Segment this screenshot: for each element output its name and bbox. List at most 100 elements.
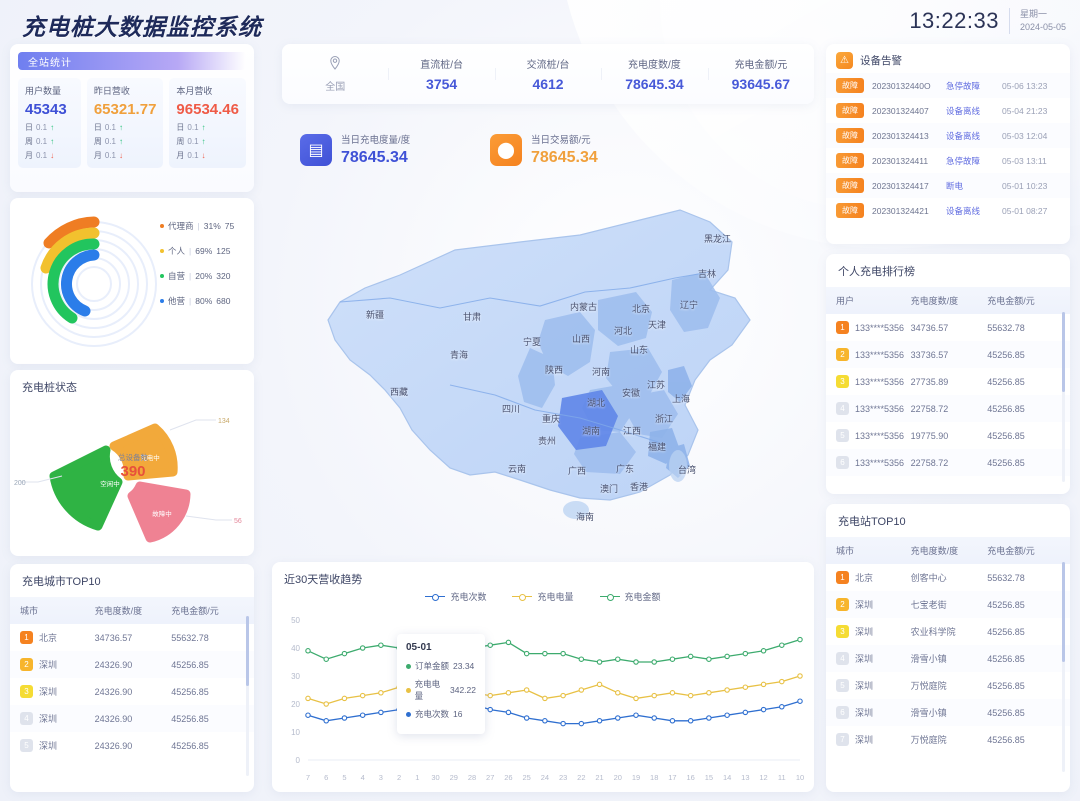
alarm-row[interactable]: 故障 202301324421 设备离线 05-01 08:27 — [826, 198, 1070, 223]
chart-legend-item[interactable]: 充电次数 — [425, 590, 486, 603]
alarm-device-id: 202301324411 — [872, 155, 929, 166]
table-row[interactable]: 4 深圳 24326.90 45256.85 — [10, 705, 254, 732]
map-province-label: 西藏 — [390, 387, 409, 397]
table-row[interactable]: 5 133****5356 19775.90 45256.85 — [826, 422, 1070, 449]
table-row[interactable]: 2 深圳 七宝老街 45256.85 — [826, 591, 1070, 618]
kpi-value: 4612 — [532, 76, 564, 92]
table-row[interactable]: 6 深圳 滑雪小镇 45256.85 — [826, 699, 1070, 726]
stat-trend-value: 0.1 — [36, 151, 48, 160]
svg-text:2: 2 — [397, 773, 401, 782]
table-row[interactable]: 2 133****5356 33736.57 45256.85 — [826, 341, 1070, 368]
legend-name: 个人 — [168, 246, 186, 256]
kpi-label: 交流桩/台 — [526, 60, 570, 71]
chart-legend[interactable]: 充电次数 充电电量 充电金额 — [272, 590, 814, 603]
cell-secondary: 22758.72 — [910, 457, 949, 468]
svg-text:13: 13 — [741, 773, 749, 782]
legend-name: 自营 — [168, 271, 186, 281]
alarm-time: 05-04 21:23 — [1002, 105, 1048, 116]
user-table-header: 用户 充电度数/度 充电金额/元 — [826, 287, 1070, 314]
svg-text:26: 26 — [504, 773, 512, 782]
map-province-label: 吉林 — [698, 269, 717, 279]
svg-text:1: 1 — [415, 773, 419, 782]
cell-primary: 深圳 — [855, 627, 874, 637]
scrollbar-thumb[interactable] — [1062, 312, 1065, 392]
table-row[interactable]: 3 深圳 农业科学院 45256.85 — [826, 618, 1070, 645]
cell-primary: 深圳 — [855, 600, 874, 610]
alarm-type: 断电 — [946, 180, 964, 191]
legend-color-dot — [160, 224, 164, 228]
alarm-row[interactable]: 故障 202301324407 设备离线 05-04 21:23 — [826, 98, 1070, 123]
table-row[interactable]: 5 深圳 24326.90 45256.85 — [10, 732, 254, 759]
scrollbar-track[interactable] — [246, 616, 249, 776]
stat-trend-row: 月 0.1 ↓ — [176, 150, 239, 161]
alarm-time: 05-01 08:27 — [1002, 205, 1048, 216]
scrollbar-track[interactable] — [1062, 562, 1065, 772]
map-province-label: 天津 — [648, 320, 667, 330]
svg-text:30: 30 — [291, 672, 300, 681]
stat-trend-arrow-icon: ↓ — [118, 151, 123, 160]
cell-secondary: 滑雪小镇 — [910, 654, 947, 664]
kpi-location[interactable]: 全国 — [282, 55, 388, 93]
location-pin-icon — [330, 55, 340, 70]
svg-text:29: 29 — [450, 773, 458, 782]
table-row[interactable]: 4 深圳 滑雪小镇 45256.85 — [826, 645, 1070, 672]
alarm-device-id: 202301324417 — [872, 180, 929, 191]
cell-primary: 深圳 — [855, 708, 874, 718]
kpi-value: 78645.34 — [625, 76, 684, 92]
map-province-label: 四川 — [502, 404, 521, 414]
map-province-label: 江西 — [623, 426, 642, 436]
alarm-row[interactable]: 故障 202301324413 设备离线 05-03 12:04 — [826, 123, 1070, 148]
cell-amount: 45256.85 — [987, 626, 1025, 637]
station-table-header: 城市 充电度数/度 充电金额/元 — [826, 537, 1070, 564]
clock: 13:22:33 星期一 2024-05-05 — [909, 8, 1066, 34]
scrollbar-thumb[interactable] — [1062, 562, 1065, 662]
cell-amount: 55632.78 — [987, 322, 1025, 333]
table-row[interactable]: 3 深圳 24326.90 45256.85 — [10, 678, 254, 705]
table-row[interactable]: 4 133****5356 22758.72 45256.85 — [826, 395, 1070, 422]
stat-label: 本月营收 — [176, 86, 213, 96]
table-row[interactable]: 1 北京 创客中心 55632.78 — [826, 564, 1070, 591]
cell-amount: 45256.85 — [987, 376, 1025, 387]
table-row[interactable]: 7 深圳 万悦庭院 45256.85 — [826, 726, 1070, 753]
daily-charge-label: 当日充电度量/度 — [341, 135, 411, 146]
pile-status-title: 充电桩状态 — [22, 382, 77, 394]
chart-legend-item[interactable]: 充电电量 — [512, 590, 574, 603]
china-map-svg[interactable] — [280, 180, 820, 560]
stat-trend-period: 日 — [93, 123, 102, 132]
stat-trend-value: 0.1 — [104, 151, 116, 160]
column-header-city: 城市 — [20, 606, 39, 616]
stat-trend-value: 0.1 — [187, 123, 199, 132]
kpi-value: 3754 — [426, 76, 458, 92]
alarm-row[interactable]: 故障 20230132440O 急停故障 05-06 13:23 — [826, 73, 1070, 98]
svg-text:50: 50 — [291, 616, 300, 625]
stat-card: 本月营收 96534.46 日 0.1 ↑ 周 0.1 ↑ 月 0.1 ↓ — [169, 78, 246, 168]
chart-legend-item[interactable]: 充电金额 — [599, 590, 661, 603]
cell-primary: 深圳 — [855, 681, 874, 691]
kpi-value: 93645.67 — [731, 76, 791, 92]
city-table-header: 城市 充电度数/度 充电金额/元 — [10, 597, 254, 624]
table-row[interactable]: 3 133****5356 27735.89 45256.85 — [826, 368, 1070, 395]
alarm-row[interactable]: 故障 202301324411 急停故障 05-03 13:11 — [826, 148, 1070, 173]
scrollbar-track[interactable] — [1062, 312, 1065, 482]
svg-text:空闲中: 空闲中 — [100, 479, 120, 488]
map-province-label: 山东 — [630, 345, 649, 355]
cell-primary: 133****5356 — [855, 322, 905, 333]
alarm-row[interactable]: 故障 202301324417 断电 05-01 10:23 — [826, 173, 1070, 198]
svg-text:6: 6 — [324, 773, 328, 782]
table-row[interactable]: 1 北京 34736.57 55632.78 — [10, 624, 254, 651]
table-row[interactable]: 5 深圳 万悦庭院 45256.85 — [826, 672, 1070, 699]
rank-badge: 1 — [836, 571, 849, 584]
table-row[interactable]: 2 深圳 24326.90 45256.85 — [10, 651, 254, 678]
pile-status-panel: 充电桩状态 空闲中 充电中 故障中 134 200 56 总设备数 390 — [10, 370, 254, 556]
cell-primary: 133****5356 — [855, 430, 905, 441]
stat-trend-period: 周 — [25, 137, 33, 146]
table-row[interactable]: 1 133****5356 34736.57 55632.78 — [826, 314, 1070, 341]
table-row[interactable]: 6 133****5356 22758.72 45256.85 — [826, 449, 1070, 476]
stat-trend-row: 周 0.1 ↑ — [176, 136, 239, 147]
china-map[interactable]: 黑龙江 吉林 辽宁 新疆 内蒙古 北京 甘肃 天津 河北 宁夏 山西 山东 青海 陕西 河南 江苏 西藏 安徽 上海… — [280, 180, 820, 560]
legend-count: 75 — [224, 221, 235, 231]
scrollbar-thumb[interactable] — [246, 616, 249, 686]
kpi-item-kwh: 充电度数/度 78645.34 — [601, 56, 707, 92]
stat-value: 45343 — [25, 101, 67, 118]
